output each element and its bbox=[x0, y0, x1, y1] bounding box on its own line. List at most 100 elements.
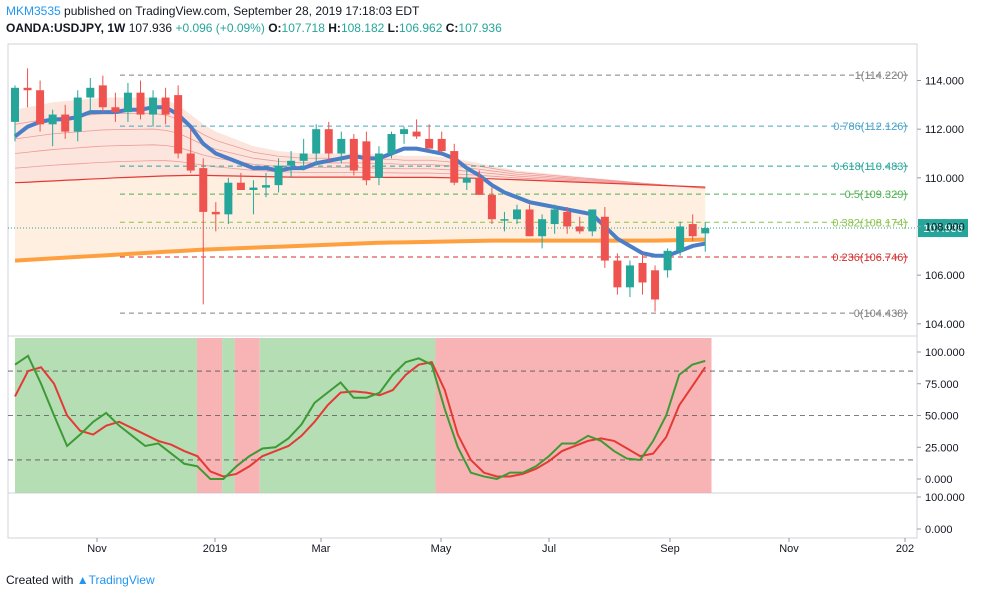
candle-body bbox=[701, 228, 710, 234]
stoch-tick-label: 50.000 bbox=[925, 411, 959, 423]
fib-level-label: 0.382(108.174) bbox=[832, 217, 907, 229]
candle-body bbox=[337, 138, 346, 154]
candle-body bbox=[425, 138, 434, 149]
footer: Created with ▲TradingView bbox=[6, 573, 155, 587]
stoch-tick-label: 75.000 bbox=[925, 379, 959, 391]
stoch-zone-green bbox=[15, 338, 197, 493]
price-tick-label: 106.000 bbox=[925, 270, 965, 282]
candle-body bbox=[11, 87, 19, 122]
tradingview-brand-link[interactable]: TradingView bbox=[88, 573, 155, 587]
fib-level-label: 0.618(110.483) bbox=[833, 161, 907, 173]
ma-ribbon-line bbox=[14, 144, 706, 189]
candle-body bbox=[61, 114, 70, 132]
candle-body bbox=[462, 177, 471, 183]
candle-body bbox=[224, 182, 233, 215]
stoch-tick-label: 100.000 bbox=[925, 347, 965, 359]
ma-ribbon-line bbox=[14, 128, 706, 189]
fib-level-label: 1(114.220) bbox=[855, 70, 907, 82]
price-tick-label: 104.000 bbox=[925, 319, 965, 331]
candle-body bbox=[262, 185, 270, 188]
candle-body bbox=[249, 187, 258, 190]
candle-body bbox=[312, 129, 321, 154]
candle-body bbox=[174, 95, 183, 154]
candle-body bbox=[613, 260, 622, 288]
candle-body bbox=[638, 263, 647, 283]
candle-body bbox=[98, 85, 107, 108]
candle-body bbox=[123, 92, 132, 113]
candle-body bbox=[186, 153, 195, 171]
ma-ribbon-base-line bbox=[14, 174, 706, 188]
candle-body bbox=[236, 182, 245, 190]
candle-body bbox=[450, 151, 459, 183]
published-text: published on TradingView.com, September … bbox=[64, 4, 420, 18]
last-price: 107.936 bbox=[128, 21, 173, 35]
candle-body bbox=[550, 209, 559, 225]
time-tick-label: Sep bbox=[660, 543, 680, 555]
candle-body bbox=[600, 216, 609, 261]
price-tick-label: 112.000 bbox=[925, 124, 964, 136]
candle-body bbox=[651, 270, 660, 300]
candle-body bbox=[500, 219, 509, 221]
username-link[interactable]: MKM3535 bbox=[6, 4, 61, 18]
candle-body bbox=[400, 129, 409, 135]
candle-body bbox=[149, 97, 158, 115]
candle-body bbox=[73, 97, 82, 132]
candle-body bbox=[199, 168, 208, 212]
time-tick-label: Jul bbox=[542, 543, 556, 555]
candle-body bbox=[525, 209, 534, 237]
created-with-text: Created with bbox=[6, 573, 74, 587]
lower-tick-label: 0.000 bbox=[925, 524, 953, 536]
candle-body bbox=[663, 250, 672, 271]
fib-level-label: 0(104.438) bbox=[854, 308, 907, 320]
symbol-label: OANDA:USDJPY, 1W bbox=[6, 21, 126, 35]
fib-level-label: 0.5(109.329) bbox=[845, 189, 907, 201]
candle-body bbox=[287, 160, 296, 166]
time-tick-label: Mar bbox=[312, 543, 331, 555]
stoch-k-line bbox=[14, 354, 706, 481]
time-tick-label: Nov bbox=[87, 543, 107, 555]
candle-body bbox=[374, 153, 383, 178]
time-tick-label: May bbox=[431, 543, 452, 555]
open-value: 107.718 bbox=[281, 21, 325, 35]
fib-level-label: 0.236(106.746) bbox=[832, 252, 907, 264]
candle-body bbox=[349, 138, 358, 171]
candle-body bbox=[513, 209, 521, 220]
stoch-tick-label: 0.000 bbox=[925, 474, 953, 486]
candle-body bbox=[36, 90, 45, 125]
candle-body bbox=[487, 194, 496, 220]
last-price-badge-text: 107.936 bbox=[923, 223, 963, 235]
candle-body bbox=[111, 107, 120, 113]
price-tick-label: 110.000 bbox=[925, 173, 964, 185]
sma-long-line bbox=[14, 237, 706, 263]
stoch-tick-label: 25.000 bbox=[925, 442, 959, 454]
last-price-badge bbox=[918, 219, 968, 238]
stoch-d-line bbox=[14, 361, 707, 478]
close-label: C: bbox=[445, 21, 459, 35]
candle-body bbox=[412, 131, 421, 137]
fib-level-label: 0.786(112.126) bbox=[833, 121, 907, 133]
ohlc-line: OANDA:USDJPY, 1W 107.936 +0.096 (+0.09%)… bbox=[6, 21, 502, 35]
time-tick-label: Nov bbox=[779, 543, 799, 555]
candle-body bbox=[625, 265, 634, 288]
candle-body bbox=[48, 114, 57, 125]
candle-body bbox=[324, 129, 333, 154]
low-label: L: bbox=[387, 21, 399, 35]
candle-body bbox=[161, 97, 170, 115]
candle-body bbox=[563, 211, 572, 227]
time-tick-label: 2019 bbox=[203, 543, 227, 555]
open-label: O: bbox=[268, 21, 282, 35]
candle-body bbox=[437, 138, 446, 152]
candle-body bbox=[688, 224, 697, 237]
tradingview-logo-icon: ▲ bbox=[76, 573, 89, 587]
price-tick-label: 114.000 bbox=[925, 76, 964, 88]
high-value: 108.182 bbox=[340, 21, 385, 35]
candle-body bbox=[136, 92, 145, 115]
candle-body bbox=[575, 226, 584, 232]
low-value: 106.962 bbox=[399, 21, 443, 35]
close-value: 107.936 bbox=[458, 21, 502, 35]
candle-body bbox=[475, 177, 484, 195]
candle-body bbox=[387, 134, 396, 154]
candle-body bbox=[86, 87, 95, 98]
candle-body bbox=[588, 209, 597, 232]
